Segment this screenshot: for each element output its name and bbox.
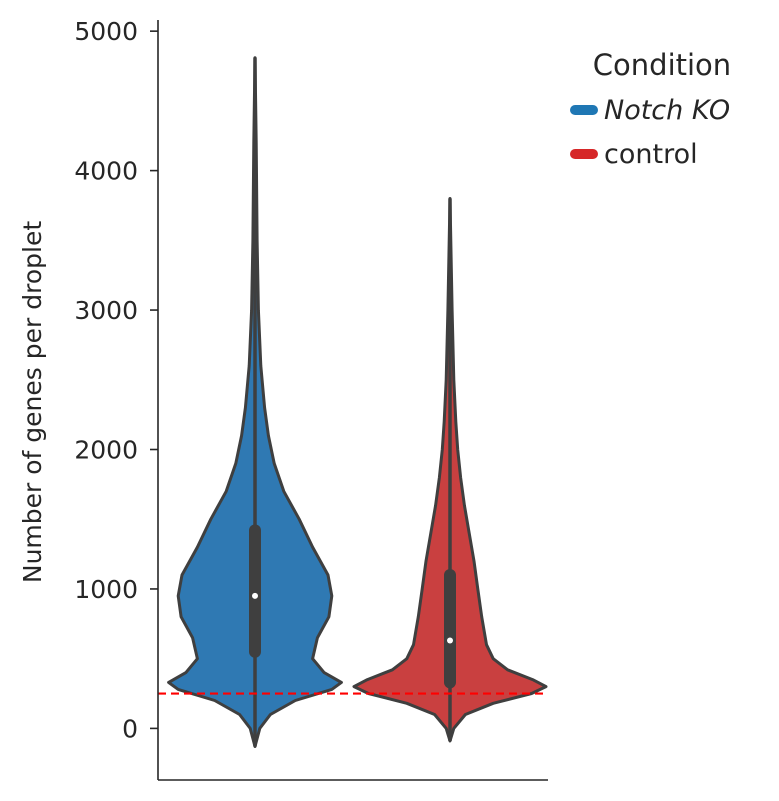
violins-layer [167,56,548,748]
y-tick-label: 5000 [74,17,138,46]
y-tick-label: 2000 [74,436,138,465]
legend-label: Notch KO [604,95,730,126]
legend: Condition Notch KO control [570,48,731,170]
legend-entries: Notch KO control [570,95,730,170]
violin-median-dot [447,637,453,644]
y-tick-label: 4000 [74,157,138,186]
legend-title: Condition [593,48,731,82]
legend-label: control [604,139,698,170]
violin-median-dot [252,592,258,599]
y-tick-label: 3000 [74,296,138,325]
y-ticks: 0 1000 2000 3000 4000 5000 [74,17,158,743]
y-axis-label: Number of genes per droplet [18,221,47,583]
y-tick-label: 0 [122,714,138,743]
y-tick-label: 1000 [74,575,138,604]
